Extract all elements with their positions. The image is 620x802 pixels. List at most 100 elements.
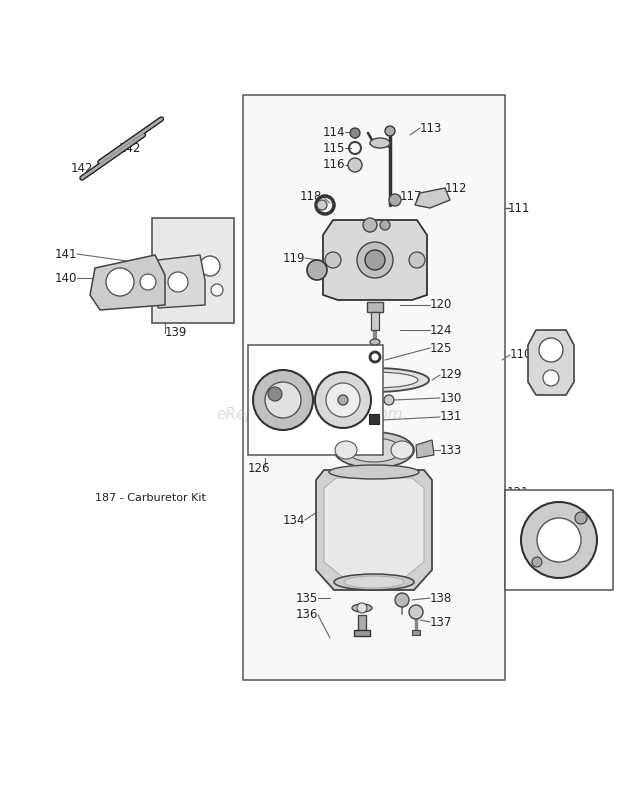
Text: eReplacementParts.com: eReplacementParts.com (216, 407, 404, 423)
Circle shape (575, 512, 587, 524)
Text: 142: 142 (71, 161, 93, 175)
Bar (243, 95, 505, 680)
Text: 112: 112 (445, 181, 467, 195)
Circle shape (537, 518, 581, 562)
FancyBboxPatch shape (152, 218, 234, 323)
Text: 140: 140 (55, 272, 77, 285)
Bar (369, 414, 379, 424)
Circle shape (395, 593, 409, 607)
Text: 130: 130 (440, 391, 463, 404)
Circle shape (357, 603, 367, 613)
Circle shape (168, 272, 188, 292)
Text: 123: 123 (507, 541, 529, 554)
Bar (248, 345, 383, 455)
Ellipse shape (347, 438, 402, 462)
Circle shape (268, 387, 282, 401)
Text: 136: 136 (296, 609, 318, 622)
Polygon shape (416, 440, 434, 458)
Circle shape (543, 370, 559, 386)
Text: 129: 129 (440, 368, 463, 382)
Text: 118: 118 (299, 189, 322, 202)
Text: 111: 111 (508, 201, 531, 214)
Ellipse shape (329, 465, 419, 479)
Circle shape (338, 395, 348, 405)
Circle shape (200, 256, 220, 276)
Circle shape (385, 126, 395, 136)
Circle shape (307, 260, 327, 280)
Circle shape (357, 242, 393, 278)
Circle shape (380, 220, 390, 230)
Text: 135: 135 (296, 592, 318, 605)
Polygon shape (323, 220, 427, 300)
Polygon shape (415, 188, 450, 208)
Circle shape (363, 218, 377, 232)
Bar (412, 630, 420, 635)
Ellipse shape (330, 372, 418, 388)
Text: 126: 126 (248, 461, 270, 475)
Circle shape (365, 250, 385, 270)
Text: 134: 134 (283, 513, 305, 526)
Text: 117: 117 (400, 189, 422, 202)
Circle shape (389, 194, 401, 206)
Ellipse shape (352, 604, 372, 612)
Ellipse shape (334, 432, 414, 468)
Circle shape (326, 383, 360, 417)
Polygon shape (324, 478, 424, 578)
Ellipse shape (370, 138, 390, 148)
Text: 116: 116 (322, 159, 345, 172)
Circle shape (409, 605, 423, 619)
Ellipse shape (370, 339, 380, 345)
Text: 122: 122 (507, 573, 529, 586)
Text: 128: 128 (251, 442, 271, 452)
Text: 139: 139 (165, 326, 187, 339)
Ellipse shape (344, 576, 404, 588)
Polygon shape (316, 470, 432, 590)
Text: 137: 137 (430, 615, 453, 629)
Circle shape (409, 252, 425, 268)
Ellipse shape (165, 260, 195, 280)
Circle shape (350, 128, 360, 138)
Text: 110: 110 (510, 349, 533, 362)
Circle shape (265, 382, 301, 418)
Circle shape (521, 502, 597, 578)
Circle shape (325, 252, 341, 268)
Text: 132: 132 (296, 444, 318, 456)
Circle shape (532, 557, 542, 567)
Circle shape (211, 284, 223, 296)
Polygon shape (158, 255, 205, 308)
Bar (371, 312, 379, 330)
Circle shape (140, 274, 156, 290)
Text: 125: 125 (430, 342, 453, 354)
Circle shape (317, 200, 327, 210)
Circle shape (106, 268, 134, 296)
Text: 141: 141 (55, 248, 77, 261)
Circle shape (384, 395, 394, 405)
Text: 122: 122 (507, 501, 529, 515)
Text: 120: 120 (430, 298, 453, 311)
Text: 187 - Carburetor Kit: 187 - Carburetor Kit (95, 493, 206, 503)
Bar (505, 490, 613, 590)
Circle shape (315, 372, 371, 428)
Text: 114: 114 (322, 125, 345, 139)
Polygon shape (90, 255, 165, 310)
Text: 121: 121 (507, 485, 529, 499)
Ellipse shape (334, 574, 414, 590)
Text: 113: 113 (420, 121, 443, 135)
Circle shape (253, 370, 313, 430)
Text: 119: 119 (283, 252, 305, 265)
Polygon shape (528, 330, 574, 395)
Text: 138: 138 (430, 592, 452, 605)
Ellipse shape (335, 441, 357, 459)
Bar (354, 630, 370, 636)
Text: 124: 124 (430, 323, 453, 337)
Circle shape (539, 338, 563, 362)
Bar (367, 302, 383, 312)
Bar (358, 615, 366, 633)
Text: 142: 142 (119, 141, 141, 155)
Circle shape (348, 158, 362, 172)
Text: 115: 115 (322, 141, 345, 155)
Text: 133: 133 (440, 444, 463, 456)
Text: 131: 131 (440, 411, 463, 423)
Ellipse shape (319, 368, 429, 392)
Ellipse shape (391, 441, 413, 459)
